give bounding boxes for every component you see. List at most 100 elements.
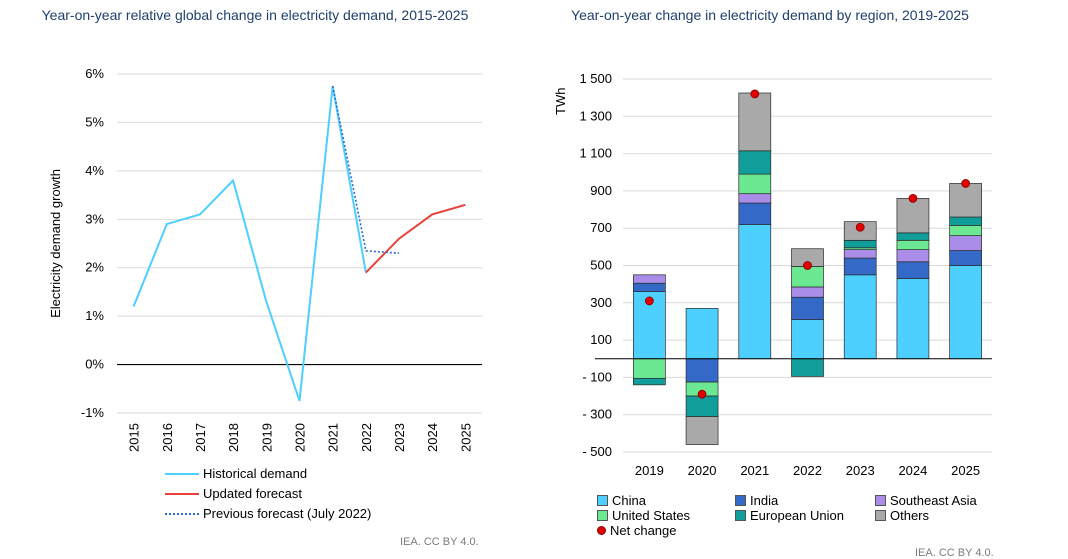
bar-segment bbox=[685, 416, 719, 445]
bar-segment bbox=[633, 282, 666, 292]
legend-label: India bbox=[750, 493, 779, 508]
legend-label: China bbox=[612, 493, 646, 508]
bar-segment bbox=[738, 193, 772, 204]
bar-segment bbox=[791, 319, 824, 360]
x-tick-label: 2022 bbox=[793, 463, 822, 478]
x-tick-label: 2019 bbox=[635, 463, 664, 478]
x-tick-label: 2018 bbox=[226, 423, 241, 452]
bar-segment bbox=[791, 358, 824, 377]
net-change-point bbox=[750, 89, 760, 99]
y-tick-label: - 300 bbox=[582, 407, 612, 422]
bar-segment bbox=[949, 183, 982, 218]
x-tick-label: 2015 bbox=[127, 423, 142, 452]
net-change-point bbox=[644, 296, 654, 306]
bar-segment bbox=[949, 216, 982, 226]
legend-swatch bbox=[165, 512, 199, 515]
legend-item-united-states: United States bbox=[597, 508, 690, 523]
x-tick-label: 2017 bbox=[193, 423, 208, 452]
x-tick-label: 2025 bbox=[951, 463, 980, 478]
y-tick-label: -1% bbox=[81, 405, 105, 420]
legend-swatch bbox=[165, 472, 199, 475]
net-change-point bbox=[697, 389, 707, 399]
y-tick-label: 6% bbox=[85, 66, 104, 81]
y-tick-label: 1 500 bbox=[579, 71, 612, 86]
bar-segment bbox=[843, 274, 877, 360]
x-tick-label: 2024 bbox=[898, 463, 927, 478]
bar-segment bbox=[843, 249, 877, 259]
bar-segment bbox=[896, 239, 930, 250]
legend-label: Net change bbox=[610, 523, 677, 538]
x-tick-label: 2023 bbox=[846, 463, 875, 478]
y-tick-label: 900 bbox=[590, 183, 612, 198]
bar-segment bbox=[791, 296, 824, 320]
legend-item-india: India bbox=[735, 493, 778, 508]
legend-swatch bbox=[597, 495, 608, 506]
legend-label: Historical demand bbox=[203, 466, 308, 481]
bar-segment bbox=[896, 261, 930, 279]
left-chart-title: Year-on-year relative global change in e… bbox=[41, 7, 469, 23]
x-tick-label: 2019 bbox=[259, 423, 274, 452]
bar-segment bbox=[843, 257, 877, 276]
left-footer: IEA. CC BY 4.0. bbox=[400, 536, 479, 548]
bar-segment bbox=[896, 278, 930, 360]
bar-segment bbox=[791, 286, 824, 298]
bar-segment bbox=[949, 250, 982, 266]
y-tick-label: 2% bbox=[85, 260, 104, 275]
y-tick-label: 1 300 bbox=[579, 108, 612, 123]
y-tick-label: 500 bbox=[590, 258, 612, 273]
bar-segment bbox=[738, 202, 772, 225]
legend-label: United States bbox=[612, 508, 691, 523]
bar-segment bbox=[685, 395, 719, 417]
legend-item-european-union: European Union bbox=[735, 508, 844, 523]
series-line bbox=[331, 85, 400, 254]
bar-segment bbox=[738, 92, 772, 152]
legend-swatch bbox=[735, 495, 746, 506]
series-line bbox=[132, 85, 367, 402]
x-tick-label: 2022 bbox=[359, 423, 374, 452]
y-tick-label: 300 bbox=[590, 295, 612, 310]
bar-segment bbox=[685, 358, 719, 383]
bar-segment bbox=[896, 232, 930, 241]
y-tick-label: 0% bbox=[85, 357, 104, 372]
x-tick-label: 2021 bbox=[326, 423, 341, 452]
bar-segment bbox=[949, 235, 982, 251]
y-tick-label: - 500 bbox=[582, 444, 612, 459]
bar-segment bbox=[633, 377, 666, 386]
legend-swatch bbox=[165, 492, 199, 495]
y-tick-label: 5% bbox=[85, 114, 104, 129]
net-change-point bbox=[803, 261, 812, 270]
bar-segment bbox=[633, 274, 666, 284]
x-tick-label: 2021 bbox=[740, 463, 769, 478]
y-axis-label: Electricity demand growth bbox=[48, 169, 63, 318]
bar-segment bbox=[738, 173, 772, 195]
legend-marker bbox=[597, 526, 606, 535]
bar-segment bbox=[738, 224, 772, 360]
y-tick-label: 1 100 bbox=[579, 146, 612, 161]
bar-segment bbox=[843, 239, 877, 249]
bar-segment bbox=[738, 150, 772, 175]
y-axis-label: TWh bbox=[553, 88, 568, 115]
legend-label: Updated forecast bbox=[203, 486, 303, 501]
bar-segment bbox=[949, 225, 982, 237]
x-tick-label: 2020 bbox=[293, 423, 308, 452]
y-tick-label: 1% bbox=[85, 308, 104, 323]
legend-item-net-change: Net change bbox=[597, 523, 677, 538]
legend-item-others: Others bbox=[875, 508, 929, 523]
legend-item-updated: Updated forecast bbox=[165, 486, 302, 501]
x-tick-label: 2023 bbox=[392, 423, 407, 452]
bar-segment bbox=[633, 358, 666, 379]
x-tick-label: 2016 bbox=[160, 423, 175, 452]
legend-swatch bbox=[875, 510, 886, 521]
right-chart-title: Year-on-year change in electricity deman… bbox=[571, 7, 969, 23]
legend-swatch bbox=[735, 510, 746, 521]
legend-swatch bbox=[875, 495, 886, 506]
legend-item-previous: Previous forecast (July 2022) bbox=[165, 506, 371, 521]
net-change-point bbox=[961, 179, 971, 188]
bar-segment bbox=[896, 198, 930, 234]
legend-label: Others bbox=[890, 508, 930, 523]
legend-swatch bbox=[597, 510, 608, 521]
y-tick-label: 3% bbox=[85, 211, 104, 226]
x-tick-label: 2020 bbox=[688, 463, 717, 478]
y-tick-label: 100 bbox=[590, 332, 612, 347]
